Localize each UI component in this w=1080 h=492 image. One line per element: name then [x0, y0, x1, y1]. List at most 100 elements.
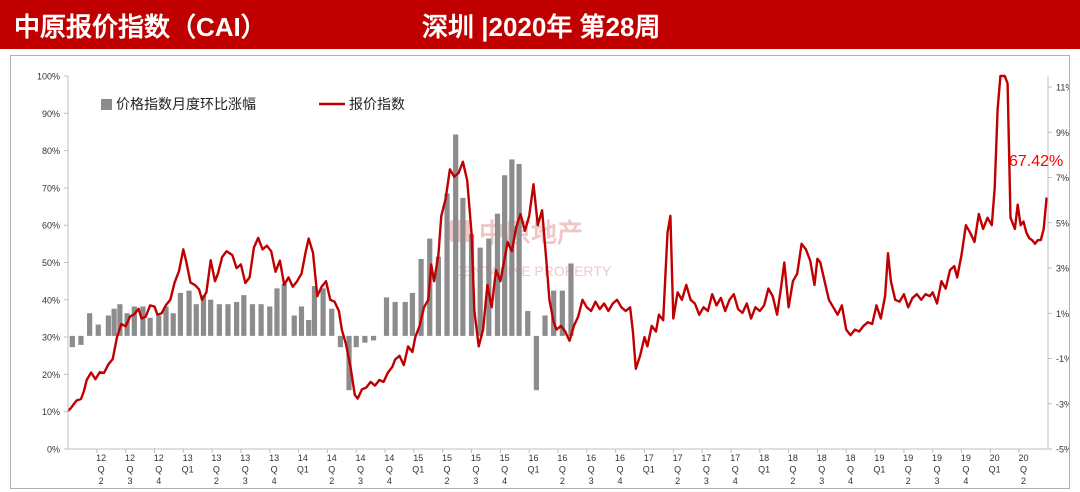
y-right-tick-label: 3%	[1056, 264, 1069, 274]
bar	[468, 234, 475, 336]
bar	[69, 335, 75, 348]
bar	[193, 304, 199, 336]
x-tick-label: 15	[442, 453, 452, 463]
bar	[362, 335, 368, 343]
x-tick-label: 19	[961, 453, 971, 463]
x-tick-label: 2	[675, 476, 680, 486]
x-tick-label: 17	[673, 453, 683, 463]
bar	[353, 335, 359, 348]
bar	[559, 290, 565, 336]
x-tick-label: Q	[155, 465, 162, 475]
report-header: 中原报价指数（CAI） 深圳 |2020年 第28周	[0, 0, 1080, 49]
bar	[542, 315, 548, 336]
bar	[525, 310, 531, 336]
x-tick-label: 14	[298, 453, 308, 463]
x-tick-label: 2	[560, 476, 565, 486]
x-tick-label: 17	[730, 453, 740, 463]
bar	[117, 304, 123, 336]
x-tick-label: 2	[99, 476, 104, 486]
x-tick-label: 4	[617, 476, 622, 486]
y-right-tick-label: -5%	[1056, 445, 1069, 455]
bar	[225, 304, 231, 336]
last-value-callout: 67.42%	[1009, 153, 1063, 170]
x-tick-label: 17	[644, 453, 654, 463]
y-left-tick-label: 70%	[42, 183, 60, 193]
bar	[329, 308, 335, 336]
x-tick-label: 3	[127, 476, 132, 486]
watermark-cn: 中原地产	[479, 218, 583, 248]
bar	[163, 306, 169, 336]
x-tick-label: Q	[386, 465, 393, 475]
y-right-tick-label: 1%	[1056, 309, 1069, 319]
y-right-tick-label: -3%	[1056, 399, 1069, 409]
y-left-tick-label: 50%	[42, 258, 60, 268]
x-tick-label: Q	[328, 465, 335, 475]
bar	[95, 324, 101, 336]
bar	[444, 193, 450, 336]
x-tick-label: 15	[500, 453, 510, 463]
x-tick-label: Q	[674, 465, 681, 475]
x-tick-label: Q	[703, 465, 710, 475]
chart-panel: 中原地产 CENTALINE PROPERTY 0% 10% 20% 30% 40% 50…	[10, 55, 1070, 489]
x-tick-label: Q	[271, 465, 278, 475]
x-tick-label: 4	[272, 476, 277, 486]
y-left-tick-label: 80%	[42, 146, 60, 156]
bar	[281, 283, 287, 336]
bar	[460, 197, 466, 336]
y-right-tick-label: 11%	[1056, 83, 1069, 93]
bar	[234, 301, 240, 336]
bar	[208, 299, 214, 336]
x-tick-label: 12	[154, 453, 164, 463]
bar	[402, 301, 408, 336]
x-tick-label: Q	[905, 465, 912, 475]
x-tick-label: 2	[906, 476, 911, 486]
x-tick-label: Q	[242, 465, 249, 475]
bar	[392, 301, 398, 336]
x-tick-label: 17	[701, 453, 711, 463]
x-tick-label: Q	[472, 465, 479, 475]
x-tick-label: Q	[98, 465, 105, 475]
bar	[258, 304, 264, 336]
x-tick-label: Q1	[989, 465, 1001, 475]
x-tick-label: 14	[327, 453, 337, 463]
bar	[551, 290, 557, 336]
x-tick-label: Q	[213, 465, 220, 475]
x-tick-label: Q	[962, 465, 969, 475]
y-left-tick-label: 100%	[37, 72, 60, 82]
bar	[516, 163, 522, 336]
bar	[370, 335, 377, 341]
bar	[453, 134, 459, 336]
x-tick-label: Q1	[758, 465, 770, 475]
x-tick-label: 16	[615, 453, 625, 463]
x-tick-label: 19	[932, 453, 942, 463]
x-tick-label: 3	[358, 476, 363, 486]
bar	[274, 288, 280, 336]
x-tick-label: 13	[183, 453, 193, 463]
x-tick-label: 16	[586, 453, 596, 463]
x-tick-label: Q	[616, 465, 623, 475]
bar	[131, 306, 137, 336]
x-tick-label: 19	[903, 453, 913, 463]
x-tick-label: 4	[387, 476, 392, 486]
bar	[298, 306, 305, 336]
x-tick-label: 4	[156, 476, 161, 486]
x-tick-label: 14	[356, 453, 366, 463]
bar	[337, 335, 343, 348]
x-tick-label: Q	[444, 465, 451, 475]
bar	[177, 292, 184, 336]
y-left-tick-label: 30%	[42, 333, 60, 343]
x-tick-label: 3	[819, 476, 824, 486]
x-tick-label: 4	[733, 476, 738, 486]
x-tick-label: Q	[357, 465, 364, 475]
bar	[306, 320, 312, 336]
bar	[170, 313, 176, 336]
x-tick-label: 18	[846, 453, 856, 463]
x-tick-label: 15	[413, 453, 423, 463]
bar	[435, 256, 441, 336]
x-tick-label: 15	[471, 453, 481, 463]
bar	[78, 335, 84, 345]
x-tick-label: 3	[589, 476, 594, 486]
bar	[216, 304, 222, 336]
x-tick-label: 4	[963, 476, 968, 486]
bar	[477, 247, 483, 336]
